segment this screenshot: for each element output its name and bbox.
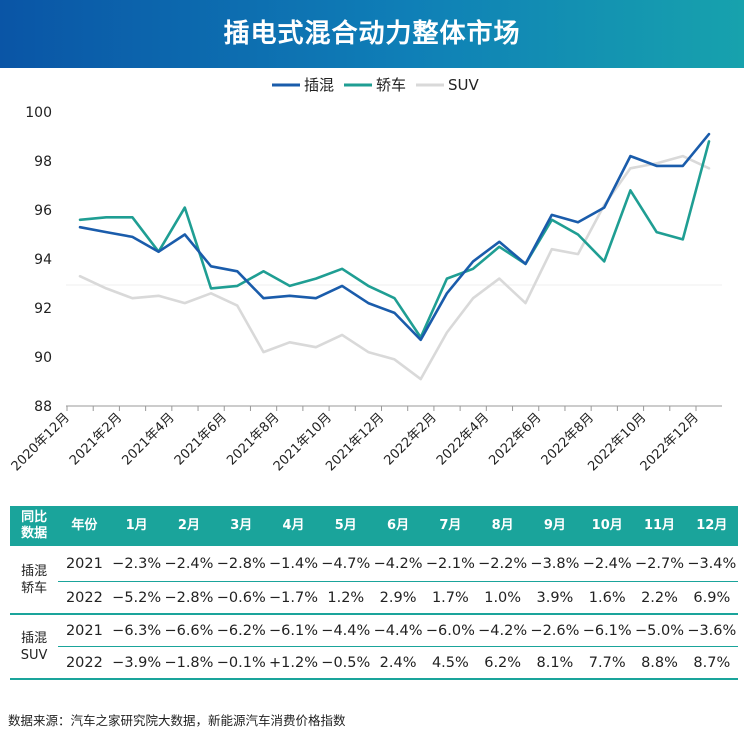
series-line-phev xyxy=(78,132,711,342)
value-cell: −2.4% xyxy=(581,546,634,582)
value-cell: −3.8% xyxy=(528,546,582,582)
value-cell: −6.1% xyxy=(267,614,320,647)
value-cell: −0.5% xyxy=(319,646,372,680)
value-cell: −2.8% xyxy=(162,581,216,615)
value-cell: −3.6% xyxy=(685,614,738,647)
source-note: 数据来源：汽车之家研究院大数据，新能源汽车消费价格指数 xyxy=(8,713,346,728)
row-year: 2022 xyxy=(58,646,111,680)
y-tick-label: 100 xyxy=(25,105,52,121)
header-year: 年份 xyxy=(58,506,111,546)
value-cell: −4.2% xyxy=(371,546,425,582)
x-tick-label: 2022年6月 xyxy=(486,410,544,468)
header-month: 12月 xyxy=(685,506,738,546)
value-cell: −4.4% xyxy=(319,614,372,647)
value-cell: 8.1% xyxy=(528,646,582,680)
value-cell: −6.3% xyxy=(110,614,163,647)
header-month: 7月 xyxy=(424,506,477,546)
x-tick-label: 2021年6月 xyxy=(172,410,230,468)
value-cell: −6.6% xyxy=(162,614,216,647)
value-cell: −3.4% xyxy=(685,546,738,582)
legend-label: 轿车 xyxy=(376,76,406,94)
header-month: 1月 xyxy=(110,506,163,546)
value-cell: 2.4% xyxy=(371,646,425,680)
x-tick-label: 2021年2月 xyxy=(67,410,125,468)
header-month: 11月 xyxy=(633,506,686,546)
legend-label: 插混 xyxy=(304,76,334,94)
table-row: 插混 轿车 2021 −2.3% −2.4% −2.8% −1.4% −4.7% −4.2% −2… xyxy=(10,546,738,615)
header-group: 同比 数据 xyxy=(10,506,59,546)
value-cell: −5.2% xyxy=(110,581,163,615)
header-month: 5月 xyxy=(319,506,372,546)
value-cell: 1.6% xyxy=(581,581,634,615)
value-cell: +1.2% xyxy=(267,646,320,680)
value-cell: −4.7% xyxy=(319,546,372,582)
header-month: 2月 xyxy=(162,506,216,546)
value-cell: 1.0% xyxy=(476,581,529,615)
value-cell: −2.1% xyxy=(424,546,477,582)
value-cell: −3.9% xyxy=(110,646,163,680)
value-cell: −1.8% xyxy=(162,646,216,680)
value-cell: −0.6% xyxy=(215,581,268,615)
value-cell: −4.2% xyxy=(476,614,529,647)
value-cell: 2.9% xyxy=(371,581,425,615)
table-row: 2022 −5.2% −2.8% −0.6% −1.7% 1.2% 2.9% 1.7% 1.0%… xyxy=(10,581,738,615)
legend-label: SUV xyxy=(448,76,480,94)
value-cell: 1.7% xyxy=(424,581,477,615)
header-month: 10月 xyxy=(581,506,634,546)
header-month: 9月 xyxy=(528,506,582,546)
value-cell: −2.7% xyxy=(633,546,686,582)
group-label: 插混 轿车 xyxy=(10,546,59,615)
y-tick-label: 94 xyxy=(34,252,52,268)
value-cell: −1.4% xyxy=(267,546,320,582)
row-year: 2022 xyxy=(58,581,111,615)
value-cell: −2.3% xyxy=(110,546,163,582)
x-tick-label: 2020年12月 xyxy=(9,410,73,474)
value-cell: −0.1% xyxy=(215,646,268,680)
value-cell: 1.2% xyxy=(319,581,372,615)
value-cell: 7.7% xyxy=(581,646,634,680)
value-cell: 6.2% xyxy=(476,646,529,680)
header-month: 8月 xyxy=(476,506,529,546)
yoy-table: 同比 数据 年份 1月 2月 3月 4月 5月 6月 7月 8月 9月 10月 11月 12月 插混 轿车 20… xyxy=(10,506,738,680)
value-cell: −2.4% xyxy=(162,546,216,582)
value-cell: −2.6% xyxy=(528,614,582,647)
row-year: 2021 xyxy=(58,614,111,647)
table-row: 2022 −3.9% −1.8% −0.1% +1.2% −0.5% 2.4% 4.5% 6.2… xyxy=(10,646,738,680)
header-month: 3月 xyxy=(215,506,268,546)
table-row: 插混 SUV 2021 −6.3% −6.6% −6.2% −6.1% −4.4% −4.4% −… xyxy=(10,614,738,680)
value-cell: 3.9% xyxy=(528,581,582,615)
value-cell: −6.1% xyxy=(581,614,634,647)
table-body: 插混 轿车 2021 −2.3% −2.4% −2.8% −1.4% −4.7% −4.2% −2… xyxy=(10,546,738,680)
value-cell: 8.7% xyxy=(685,646,738,680)
header-month: 6月 xyxy=(371,506,425,546)
value-cell: 4.5% xyxy=(424,646,477,680)
y-tick-label: 88 xyxy=(34,399,52,415)
value-cell: 8.8% xyxy=(633,646,686,680)
value-cell: 2.2% xyxy=(633,581,686,615)
value-cell: −6.2% xyxy=(215,614,268,647)
value-cell: −1.7% xyxy=(267,581,320,615)
y-tick-label: 90 xyxy=(34,350,52,366)
row-year: 2021 xyxy=(58,546,111,582)
value-cell: 6.9% xyxy=(685,581,738,615)
title-banner xyxy=(0,0,744,68)
series-line-sedan xyxy=(78,140,711,339)
y-tick-label: 92 xyxy=(34,301,52,317)
x-tick-label: 2022年4月 xyxy=(434,410,492,468)
page-title: 插电式混合动力整体市场 xyxy=(223,19,521,49)
y-tick-label: 96 xyxy=(34,203,52,219)
value-cell: −2.8% xyxy=(215,546,268,582)
value-cell: −5.0% xyxy=(633,614,686,647)
value-cell: −6.0% xyxy=(424,614,477,647)
line-chart: 8890929496981002020年12月2021年2月2021年4月202… xyxy=(9,76,722,474)
x-tick-label: 2021年4月 xyxy=(119,410,177,468)
value-cell: −2.2% xyxy=(476,546,529,582)
group-label: 插混 SUV xyxy=(10,614,59,680)
table-header-row: 同比 数据 年份 1月 2月 3月 4月 5月 6月 7月 8月 9月 10月 11月 12月 xyxy=(10,506,738,546)
header-month: 4月 xyxy=(267,506,320,546)
value-cell: −4.4% xyxy=(371,614,425,647)
y-tick-label: 98 xyxy=(34,154,52,170)
x-tick-label: 2022年2月 xyxy=(382,410,440,468)
